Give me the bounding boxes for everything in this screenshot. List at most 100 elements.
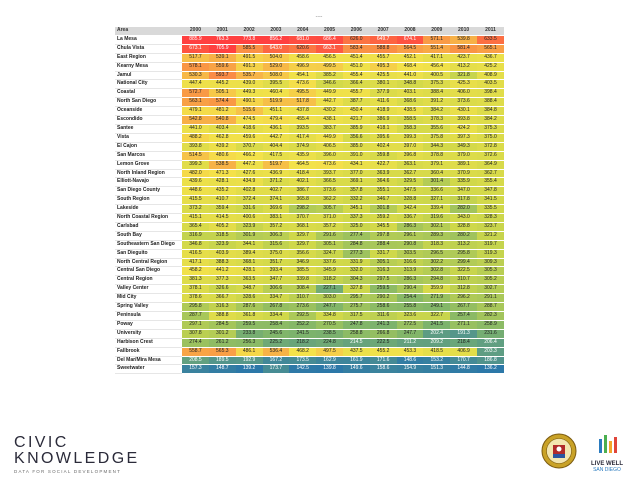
value-cell: 271.1: [450, 320, 477, 330]
value-cell: 329.7: [289, 240, 317, 250]
value-cell: 342.4: [396, 204, 424, 215]
value-cell: 389.1: [450, 160, 477, 170]
value-cell: 428.1: [208, 177, 236, 188]
area-name-cell: San Dieguito: [115, 249, 183, 259]
value-cell: 400.6: [235, 213, 263, 223]
column-header-2004: 2004: [289, 27, 317, 36]
value-cell: 254.4: [396, 293, 424, 304]
value-cell: 464.5: [289, 160, 317, 170]
column-header-2008: 2008: [396, 27, 424, 36]
value-cell: 468.4: [396, 62, 424, 72]
value-cell: 425.3: [450, 79, 477, 90]
table-row: La Mesa 885.9 763.3 773.8 856.2 681.0 686.4 626…: [115, 35, 504, 45]
area-name-cell: East Region: [115, 53, 183, 63]
value-cell: 415.5: [182, 195, 209, 206]
value-cell: 406.5: [316, 142, 343, 152]
value-cell: 334.8: [316, 311, 343, 321]
value-cell: 258.8: [342, 329, 370, 339]
value-cell: 362.7: [477, 169, 504, 179]
column-header-2009: 2009: [423, 27, 451, 36]
value-cell: 292.5: [289, 311, 317, 321]
value-cell: 416.5: [182, 249, 209, 259]
value-cell: 633.5: [477, 35, 504, 45]
value-cell: 346.8: [182, 240, 209, 250]
area-name-cell: South Region: [115, 195, 183, 206]
value-cell: 449.3: [235, 88, 263, 99]
value-cell: 302.2: [423, 258, 451, 268]
area-name-cell: La Mesa: [115, 35, 183, 45]
value-cell: 171.6: [369, 356, 397, 366]
table-row: Harbison Crest 274.4 261.2 256.3 225.2 218.2 2…: [115, 338, 504, 348]
value-cell: 149.6: [342, 364, 370, 375]
value-cell: 303.0: [316, 293, 343, 304]
value-cell: 313.9: [396, 266, 424, 277]
value-cell: 424.2: [450, 124, 477, 134]
table-row: East Region 517.7 539.1 491.5 504.0 458.6 456.…: [115, 53, 504, 63]
value-cell: 290.2: [369, 293, 397, 304]
area-name-cell: Jamul: [115, 71, 183, 81]
value-cell: 559.6: [208, 62, 236, 72]
value-cell: 425.5: [369, 71, 397, 81]
value-cell: 406.9: [450, 347, 477, 357]
value-cell: 571.1: [423, 35, 451, 45]
value-cell: 345.5: [369, 222, 397, 232]
area-name-cell: Valley Center: [115, 284, 183, 295]
value-cell: 280.2: [450, 231, 477, 241]
value-cell: 331.9: [342, 258, 370, 268]
value-cell: 259.5: [235, 320, 263, 330]
value-cell: 241.5: [289, 329, 317, 339]
value-cell: 438.5: [396, 106, 424, 117]
value-cell: 391.0: [342, 151, 370, 161]
value-cell: 410.7: [208, 195, 236, 206]
value-cell: 393.8: [450, 115, 477, 125]
value-cell: 315.6: [262, 240, 290, 250]
value-cell: 344.1: [235, 240, 263, 250]
area-name-cell: Mid City: [115, 293, 183, 304]
value-cell: 417.1: [182, 258, 209, 268]
value-cell: 222.5: [369, 338, 397, 348]
value-cell: 313.2: [450, 240, 477, 250]
value-cell: 266.8: [369, 329, 397, 339]
value-cell: 288.7: [477, 302, 504, 312]
value-cell: 377.9: [369, 88, 397, 99]
value-cell: 224.8: [316, 338, 343, 348]
value-cell: 304.3: [342, 275, 370, 286]
value-cell: 319.3: [477, 249, 504, 259]
table-row: Mid City 378.6 366.7 328.6 334.7 310.7 303.0 29…: [115, 293, 504, 304]
value-cell: 289.3: [423, 231, 451, 241]
value-cell: 481.2: [208, 106, 236, 117]
value-cell: 427.6: [235, 169, 263, 179]
value-cell: 346.9: [289, 258, 317, 268]
table-row: North Coastal Region 415.1 414.5 400.6 383.1…: [115, 213, 504, 223]
value-cell: 247.8: [342, 320, 370, 330]
value-cell: 363.1: [396, 160, 424, 170]
value-cell: 208.5: [182, 356, 209, 366]
column-header-2002: 2002: [235, 27, 263, 36]
value-cell: 402.4: [369, 142, 397, 152]
value-cell: 564.5: [396, 44, 424, 54]
value-cell: 329.5: [396, 177, 424, 188]
live-well-label: LIVE WELL: [591, 461, 623, 467]
value-cell: 456.5: [316, 53, 343, 63]
value-cell: 136.2: [477, 364, 504, 375]
value-cell: 449.9: [316, 133, 343, 143]
value-cell: 574.4: [208, 97, 236, 108]
value-cell: 372.6: [477, 151, 504, 161]
value-cell: 458.2: [182, 266, 209, 277]
value-cell: 319.7: [477, 240, 504, 250]
value-cell: 539.1: [208, 53, 236, 63]
value-cell: 297.1: [182, 320, 209, 330]
value-cell: 153.2: [423, 356, 451, 366]
value-cell: 271.9: [423, 293, 451, 304]
value-cell: 386.9: [369, 115, 397, 125]
value-cell: 355.4: [477, 177, 504, 188]
area-name-cell: Fallbrook: [115, 347, 183, 357]
value-cell: 347.7: [262, 275, 290, 286]
value-cell: 355.1: [369, 186, 397, 197]
value-cell: 189.5: [208, 356, 236, 366]
table-row: San Dieguito 416.5 403.9 389.4 375.0 356.6 324…: [115, 249, 504, 259]
column-header-2007: 2007: [369, 27, 397, 36]
value-cell: 375.0: [262, 249, 290, 259]
value-cell: 356.6: [289, 249, 317, 259]
value-cell: 318.3: [423, 240, 451, 250]
